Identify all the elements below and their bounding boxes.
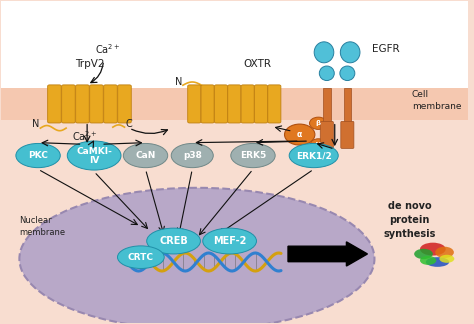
- Ellipse shape: [319, 66, 334, 81]
- FancyBboxPatch shape: [341, 122, 354, 148]
- FancyBboxPatch shape: [268, 85, 281, 123]
- FancyBboxPatch shape: [241, 85, 254, 123]
- Ellipse shape: [340, 66, 355, 81]
- Ellipse shape: [435, 247, 454, 258]
- Ellipse shape: [426, 257, 449, 267]
- FancyBboxPatch shape: [118, 85, 131, 123]
- Text: Ca$^{2+}$: Ca$^{2+}$: [72, 129, 98, 143]
- Bar: [0, 1, 468, 88]
- Text: N: N: [32, 119, 39, 129]
- Text: CREB: CREB: [159, 236, 188, 246]
- FancyBboxPatch shape: [188, 85, 201, 123]
- FancyBboxPatch shape: [255, 85, 267, 123]
- Ellipse shape: [340, 42, 360, 63]
- Text: ERK5: ERK5: [240, 151, 266, 160]
- FancyBboxPatch shape: [228, 85, 241, 123]
- Text: EGFR: EGFR: [372, 44, 400, 54]
- FancyBboxPatch shape: [62, 85, 75, 123]
- FancyBboxPatch shape: [104, 85, 117, 123]
- Text: C: C: [126, 119, 133, 129]
- Text: CRTC: CRTC: [128, 253, 154, 262]
- Text: MEF-2: MEF-2: [213, 236, 246, 246]
- FancyBboxPatch shape: [320, 122, 333, 148]
- Text: ERK1/2: ERK1/2: [296, 151, 332, 160]
- Ellipse shape: [314, 42, 334, 63]
- Ellipse shape: [420, 256, 437, 265]
- Ellipse shape: [118, 246, 164, 269]
- Ellipse shape: [146, 228, 201, 254]
- Text: γ: γ: [316, 141, 321, 147]
- Text: TrpV2: TrpV2: [75, 59, 104, 69]
- Ellipse shape: [123, 144, 168, 168]
- Text: CaMKI-
IV: CaMKI- IV: [76, 146, 112, 165]
- Text: PKC: PKC: [28, 151, 48, 160]
- Bar: [0, 88, 468, 120]
- Text: α: α: [297, 130, 302, 139]
- Ellipse shape: [203, 228, 256, 254]
- Bar: [323, 88, 330, 122]
- FancyBboxPatch shape: [214, 85, 228, 123]
- Text: de novo
protein
synthesis: de novo protein synthesis: [383, 201, 436, 239]
- Text: N: N: [174, 76, 182, 87]
- Ellipse shape: [171, 144, 213, 168]
- Bar: [0, 120, 468, 323]
- Ellipse shape: [67, 141, 121, 170]
- Ellipse shape: [16, 144, 60, 168]
- FancyBboxPatch shape: [90, 85, 103, 123]
- Text: Cell
membrane: Cell membrane: [412, 90, 461, 111]
- Ellipse shape: [439, 255, 455, 263]
- Text: Nuclear
membrane: Nuclear membrane: [19, 216, 65, 237]
- FancyBboxPatch shape: [201, 85, 214, 123]
- FancyBboxPatch shape: [48, 85, 61, 123]
- Bar: [344, 88, 351, 122]
- Text: p38: p38: [183, 151, 201, 160]
- Text: β: β: [316, 120, 321, 126]
- Ellipse shape: [289, 144, 338, 168]
- Ellipse shape: [420, 243, 446, 256]
- Text: CaN: CaN: [136, 151, 156, 160]
- Ellipse shape: [414, 249, 433, 259]
- Text: OXTR: OXTR: [244, 59, 272, 69]
- Ellipse shape: [19, 188, 374, 324]
- FancyBboxPatch shape: [76, 85, 89, 123]
- Ellipse shape: [310, 117, 327, 129]
- Ellipse shape: [310, 139, 326, 150]
- Ellipse shape: [231, 144, 275, 168]
- Text: Ca$^{2+}$: Ca$^{2+}$: [95, 42, 121, 56]
- Ellipse shape: [284, 124, 315, 145]
- FancyArrow shape: [288, 242, 367, 266]
